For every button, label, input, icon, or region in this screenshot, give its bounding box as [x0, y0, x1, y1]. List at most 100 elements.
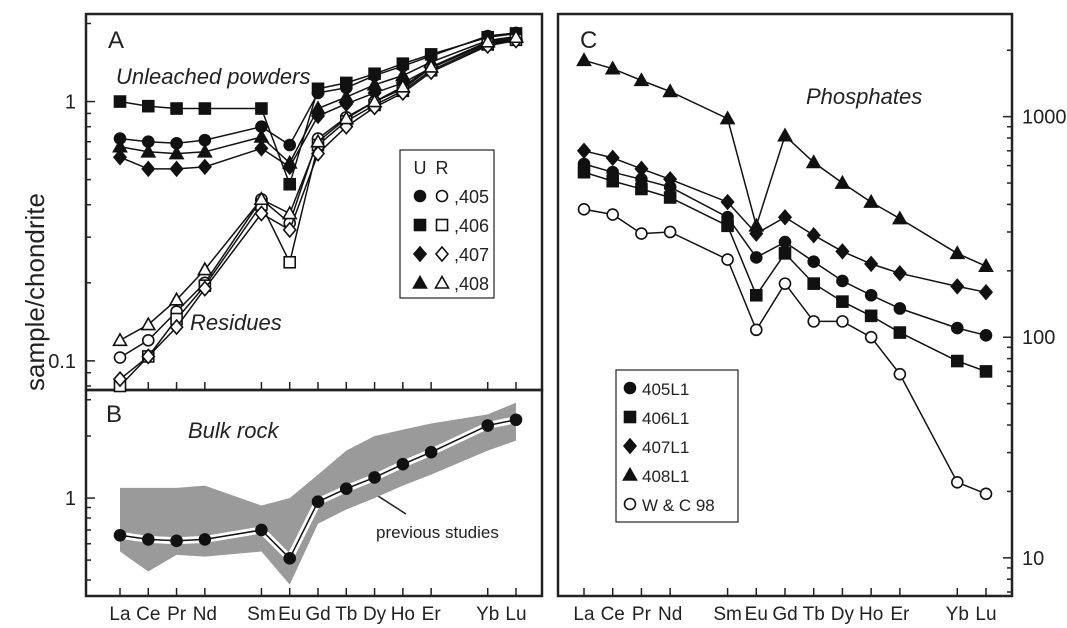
- data-point-lu: [979, 329, 993, 342]
- data-point-yb: [481, 419, 495, 432]
- data-point-er: [423, 58, 440, 73]
- legend-marker-u: [412, 245, 428, 263]
- data-point-nd: [197, 280, 212, 297]
- data-point-tb: [339, 76, 353, 90]
- legend-panel-a: U R,405 ,406 ,407 ,408: [399, 149, 495, 299]
- legend-label: ,408: [454, 274, 489, 294]
- data-point-ce: [140, 143, 157, 158]
- legends: U R,405 ,406 ,407 ,408 405L1 406L1 407L1 408L1 W …: [399, 149, 739, 523]
- data-point-ce: [604, 60, 621, 75]
- x-tick-label-nd: Nd: [658, 604, 682, 625]
- data-point-ho: [864, 309, 878, 323]
- data-point-pr: [635, 227, 648, 240]
- data-point-sm: [254, 140, 269, 157]
- data-point-pr: [170, 534, 183, 548]
- x-tick-label-gd: Gd: [772, 604, 797, 625]
- data-point-tb: [807, 277, 821, 290]
- x-tick-label-la: La: [109, 604, 131, 625]
- data-point-tb: [338, 89, 355, 103]
- data-point-pr: [170, 102, 183, 115]
- data-point-eu: [283, 177, 297, 191]
- data-point-er: [424, 445, 438, 459]
- data-point-pr: [168, 145, 185, 160]
- data-point-nd: [662, 83, 679, 98]
- data-point-sm: [721, 253, 734, 266]
- data-point-eu: [283, 552, 297, 565]
- phosphates-label: Phosphates: [806, 84, 922, 109]
- previous-studies-pointer: [377, 495, 407, 515]
- data-point-ho: [863, 193, 880, 208]
- data-point-lu: [979, 365, 993, 378]
- data-point-pr: [635, 182, 648, 196]
- legend-label: ,407: [454, 245, 489, 265]
- data-point-ce: [606, 208, 620, 221]
- legend-marker: [622, 437, 638, 455]
- legend-marker-r: [435, 189, 449, 203]
- data-point-la: [112, 138, 128, 153]
- data-point-lu: [978, 258, 994, 272]
- data-point-pr: [633, 72, 650, 87]
- panel-b-frame: [84, 388, 544, 598]
- data-point-la: [577, 165, 591, 179]
- x-tick-label-tb: Tb: [803, 604, 825, 625]
- axis-ticks: 1 0.1 1 1000 100 10: [48, 22, 1067, 596]
- legend-header-r: R: [436, 158, 449, 178]
- data-point-gd: [310, 133, 326, 148]
- data-point-eu: [283, 255, 297, 269]
- data-point-la: [112, 148, 128, 166]
- x-tick-label-sm: Sm: [247, 604, 276, 625]
- legend-label: 405L1: [642, 380, 689, 399]
- data-point-lu: [978, 283, 994, 301]
- data-point-gd: [777, 127, 793, 142]
- data-point-ce: [141, 533, 155, 546]
- data-point-tb: [338, 110, 355, 125]
- data-point-dy: [836, 274, 849, 288]
- data-point-eu: [282, 221, 297, 239]
- data-point-yb: [479, 33, 496, 48]
- legend-marker: [622, 466, 638, 481]
- x-tick-label-sm: Sm: [713, 604, 742, 625]
- y-tick-label: 1000: [1022, 107, 1067, 129]
- data-point-tb: [339, 482, 353, 496]
- data-point-lu: [508, 29, 524, 44]
- y-tick-label: 1: [65, 488, 76, 510]
- series-c-1: [577, 165, 993, 378]
- data-point-pr: [168, 291, 185, 306]
- data-point-eu: [749, 251, 763, 264]
- y-tick-label: 1: [65, 92, 76, 114]
- legend-label: W & C 98: [642, 496, 715, 515]
- previous-studies-band-area: [120, 402, 516, 585]
- data-point-nd: [198, 102, 212, 115]
- data-point-nd: [198, 533, 212, 546]
- data-point-gd: [777, 208, 793, 226]
- data-point-eu: [281, 154, 298, 169]
- x-tick-label-ho: Ho: [391, 604, 415, 625]
- x-tick-label-nd: Nd: [193, 604, 217, 625]
- panel-a-letter: A: [108, 27, 124, 54]
- data-point-la: [113, 351, 127, 364]
- data-point-ce: [141, 160, 156, 178]
- data-point-sm: [253, 191, 270, 206]
- residues-label: Residues: [190, 310, 282, 335]
- data-point-gd: [778, 277, 792, 290]
- data-point-sm: [719, 110, 736, 125]
- series-c-4: [577, 203, 993, 501]
- x-tick-label-tb: Tb: [335, 604, 357, 625]
- legend-marker: [623, 497, 637, 511]
- data-point-yb: [949, 245, 966, 260]
- data-point-er: [893, 367, 907, 381]
- data-point-tb: [807, 315, 821, 328]
- data-point-er: [892, 265, 907, 282]
- data-point-eu: [749, 288, 763, 302]
- data-point-nd: [197, 158, 212, 176]
- data-point-nd: [196, 261, 213, 276]
- data-point-sm: [255, 523, 268, 537]
- y-axis-label: sample/chondrite: [20, 193, 50, 391]
- data-point-tb: [806, 227, 821, 244]
- data-point-ho: [394, 78, 411, 93]
- x-tick-label-pr: Pr: [167, 604, 187, 625]
- series-line: [583, 171, 987, 373]
- legend-marker: [623, 410, 637, 424]
- data-point-la: [112, 332, 128, 347]
